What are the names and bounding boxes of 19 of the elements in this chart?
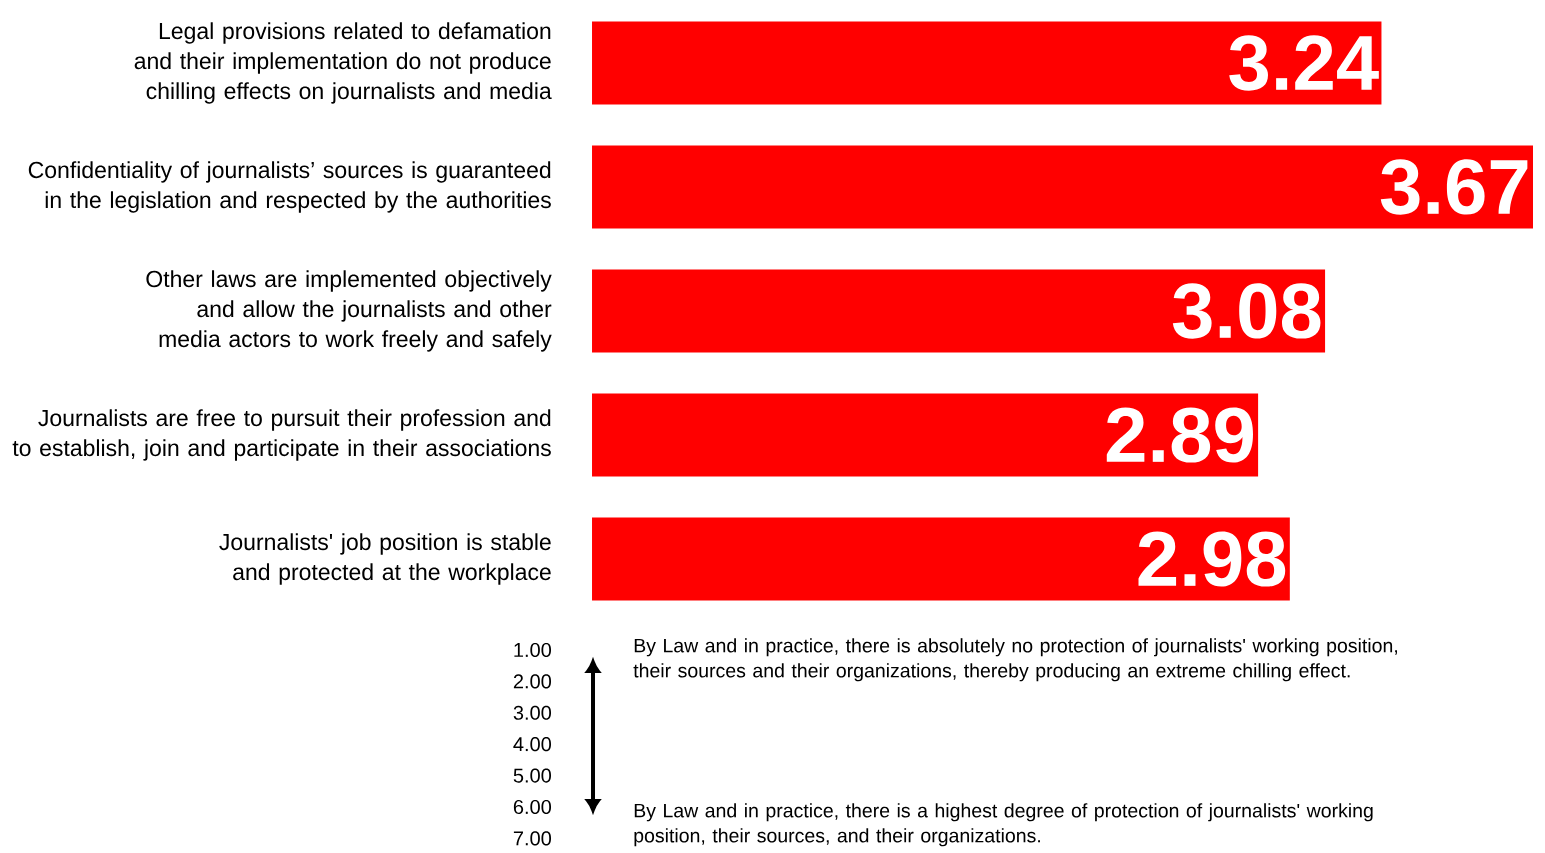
text: 7.00 — [513, 831, 552, 846]
y-tick-label: Journalists' job position is stable and protected at the workplace — [219, 533, 551, 585]
text: 3.00 — [513, 705, 552, 720]
y-tick-label: Journalists are free to pursuit their profession and to establish, join and participate in their associations — [12, 409, 551, 461]
text: 4.00 — [513, 737, 552, 752]
data-label: 2.89 — [1106, 407, 1253, 463]
y-tick-label: Confidentiality of journalists’ sources is guaranteed in the legislation and respected by the authorities — [28, 161, 551, 213]
data-label: 3.24 — [1229, 35, 1379, 91]
text: By Law and in practice, there is absolutely no protection of journalists' working position, their sources and their organizations, thereby producing an extreme chilling effect. — [633, 638, 1397, 682]
text: 2.00 — [513, 674, 552, 689]
data-label: 3.67 — [1380, 159, 1528, 215]
data-label: 3.08 — [1172, 283, 1321, 339]
text: 1.00 — [514, 642, 552, 658]
data-label: 2.98 — [1138, 531, 1286, 587]
y-tick-label: Other laws are implemented objectively and allow the journalists and other media actors to work freely and safely — [146, 270, 552, 352]
text: 6.00 — [513, 799, 552, 815]
text: By Law and in practice, there is a highest degree of protection of journalists' working position, their sources, and their organizations. — [634, 803, 1373, 847]
text: 5.00 — [513, 768, 552, 783]
y-tick-label: Legal provisions related to defamation and their implementation do not produce chilling effects on journalists and media — [134, 22, 552, 104]
